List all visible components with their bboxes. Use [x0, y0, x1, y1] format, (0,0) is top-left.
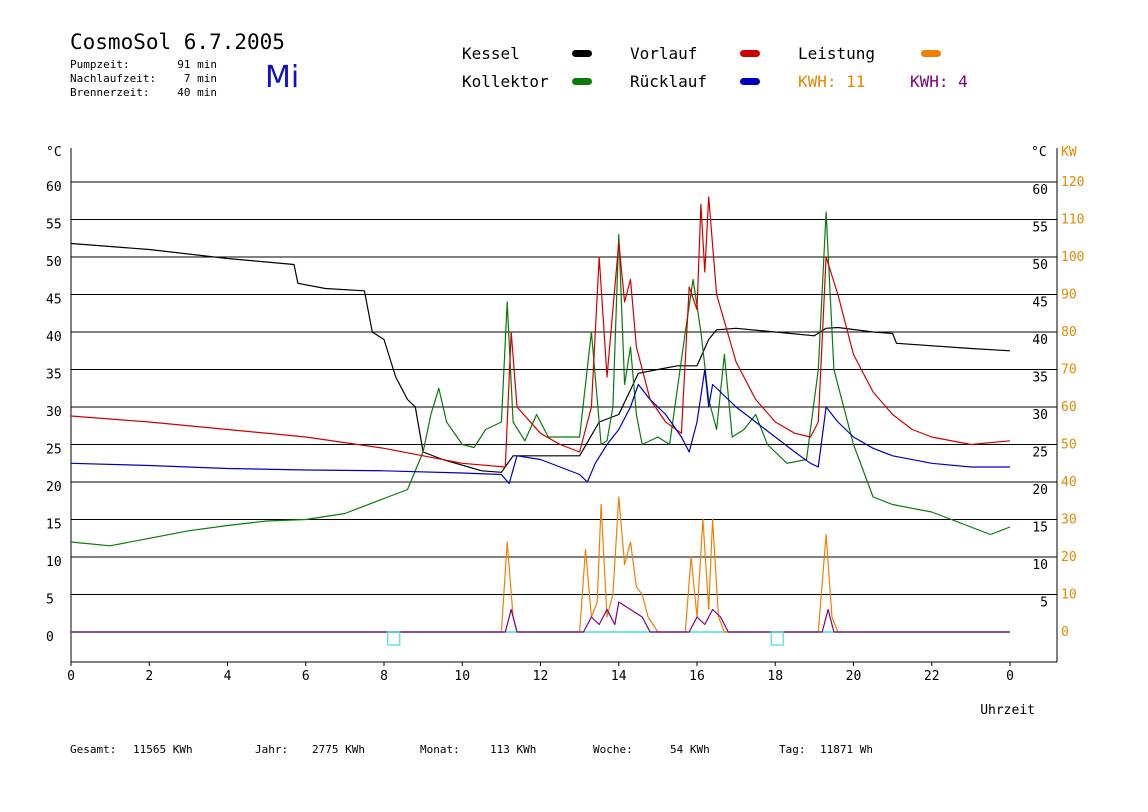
y-tick-kw-90: 90	[1061, 288, 1077, 303]
tag-label: Tag:	[779, 743, 806, 756]
y-tick-left-15: 15	[46, 518, 62, 533]
series-line-2	[70, 196, 1011, 468]
y-tick-kw-120: 120	[1061, 175, 1084, 190]
y-tick-right-25: 25	[1032, 446, 1048, 461]
series-line-1	[70, 211, 1011, 547]
legend-kollektor-swatch	[572, 78, 592, 85]
y-tick-left-20: 20	[46, 480, 62, 495]
x-tick-11: 22	[924, 669, 940, 684]
x-tick-10: 20	[846, 669, 862, 684]
y-tick-left-25: 25	[46, 443, 62, 458]
y-axis-label-right: °C	[1031, 145, 1047, 160]
tag-value: 11871 Wh	[820, 743, 873, 756]
y-axis-label-left: °C	[46, 145, 62, 160]
y-tick-right-55: 55	[1032, 221, 1048, 236]
baseline-marker-0	[387, 631, 401, 646]
x-tick-6: 12	[533, 669, 549, 684]
y-tick-right-60: 60	[1032, 183, 1048, 198]
series-line-0	[70, 242, 1011, 473]
x-tick-0: 0	[67, 669, 75, 684]
y-tick-kw-30: 30	[1061, 513, 1077, 528]
y-tick-left-45: 45	[46, 293, 62, 308]
y-tick-right-50: 50	[1032, 258, 1048, 273]
legend-kwh1-label: KWH: 11	[798, 72, 866, 91]
y-tick-left-10: 10	[46, 555, 62, 570]
x-tick-12: 0	[1006, 669, 1014, 684]
y-tick-kw-20: 20	[1061, 550, 1077, 565]
nachlauf-value: 7 min	[183, 72, 217, 85]
x-tick-9: 18	[767, 669, 783, 684]
y-tick-kw-100: 100	[1061, 250, 1084, 265]
y-axis-label-kw: KW	[1061, 145, 1077, 160]
y-tick-left-55: 55	[46, 218, 62, 233]
y-tick-kw-10: 10	[1061, 588, 1077, 603]
y-tick-right-45: 45	[1032, 296, 1048, 311]
legend-leistung-swatch	[921, 50, 941, 57]
y-tick-left-50: 50	[46, 255, 62, 270]
legend-ruecklauf-swatch	[740, 78, 760, 85]
y-tick-kw-50: 50	[1061, 438, 1077, 453]
legend-vorlauf-label: Vorlauf	[630, 44, 698, 63]
gesamt-label: Gesamt:	[70, 743, 117, 756]
series-line-4	[71, 496, 1010, 633]
woche-label: Woche:	[593, 743, 633, 756]
x-tick-1: 2	[145, 669, 153, 684]
y-tick-left-0: 0	[46, 630, 54, 645]
woche-value: 54 KWh	[670, 743, 710, 756]
legend-kollektor-label: Kollektor	[462, 72, 549, 91]
series-line-5	[71, 601, 1010, 633]
y-tick-left-30: 30	[46, 405, 62, 420]
legend-leistung-label: Leistung	[798, 44, 876, 63]
legend-kessel-label: Kessel	[462, 44, 520, 63]
y-tick-kw-80: 80	[1061, 325, 1077, 340]
legend-kwh2-label: KWH: 4	[910, 72, 968, 91]
chart-title: CosmoSol 6.7.2005	[70, 30, 285, 54]
pump-value: 91 min	[177, 58, 217, 71]
gesamt-value: 11565 KWh	[133, 743, 193, 756]
series-line-3	[70, 368, 1010, 485]
legend-ruecklauf-label: Rücklauf	[630, 72, 708, 91]
y-tick-kw-60: 60	[1061, 400, 1077, 415]
monat-label: Monat:	[420, 743, 460, 756]
jahr-label: Jahr:	[255, 743, 289, 756]
weekday-label: Mi	[265, 60, 300, 95]
y-tick-kw-110: 110	[1061, 213, 1084, 228]
y-tick-right-10: 10	[1032, 558, 1048, 573]
y-tick-right-15: 15	[1032, 521, 1048, 536]
brenner-label: Brennerzeit:	[70, 86, 150, 99]
monat-value: 113 KWh	[490, 743, 537, 756]
nachlauf-label: Nachlaufzeit:	[70, 72, 157, 85]
y-tick-right-5: 5	[1040, 596, 1048, 611]
y-tick-right-35: 35	[1032, 371, 1048, 386]
y-tick-right-40: 40	[1032, 333, 1048, 348]
y-tick-right-20: 20	[1032, 483, 1048, 498]
x-tick-4: 8	[380, 669, 388, 684]
x-tick-7: 14	[611, 669, 627, 684]
jahr-value: 2775 KWh	[312, 743, 365, 756]
baseline-marker-1	[770, 631, 784, 646]
y-tick-left-35: 35	[46, 368, 62, 383]
x-tick-3: 6	[302, 669, 310, 684]
y-tick-left-40: 40	[46, 330, 62, 345]
x-tick-2: 4	[224, 669, 232, 684]
pump-label: Pumpzeit:	[70, 58, 130, 71]
y-tick-kw-0: 0	[1061, 625, 1069, 640]
brenner-value: 40 min	[177, 86, 217, 99]
y-tick-kw-70: 70	[1061, 363, 1077, 378]
y-tick-kw-40: 40	[1061, 475, 1077, 490]
x-tick-8: 16	[689, 669, 705, 684]
x-tick-5: 10	[454, 669, 470, 684]
y-tick-right-30: 30	[1032, 408, 1048, 423]
legend-kessel-swatch	[572, 50, 592, 57]
x-axis-label: Uhrzeit	[980, 703, 1035, 718]
y-tick-left-60: 60	[46, 180, 62, 195]
y-tick-left-5: 5	[46, 593, 54, 608]
legend-vorlauf-swatch	[740, 50, 760, 57]
